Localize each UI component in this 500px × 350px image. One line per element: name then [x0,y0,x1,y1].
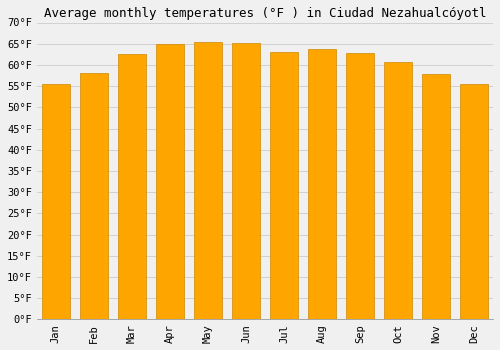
Bar [422,74,450,320]
Bar [80,73,108,320]
Bar [384,62,412,320]
Bar [346,53,374,320]
Bar [194,42,222,320]
Bar [156,44,184,320]
Bar [460,84,488,320]
Title: Average monthly temperatures (°F ) in Ciudad Nezahualcóyotl: Average monthly temperatures (°F ) in Ci… [44,7,486,20]
Bar [270,52,298,320]
Bar [118,54,146,320]
Bar [42,84,70,320]
Bar [308,49,336,320]
Bar [232,43,260,320]
